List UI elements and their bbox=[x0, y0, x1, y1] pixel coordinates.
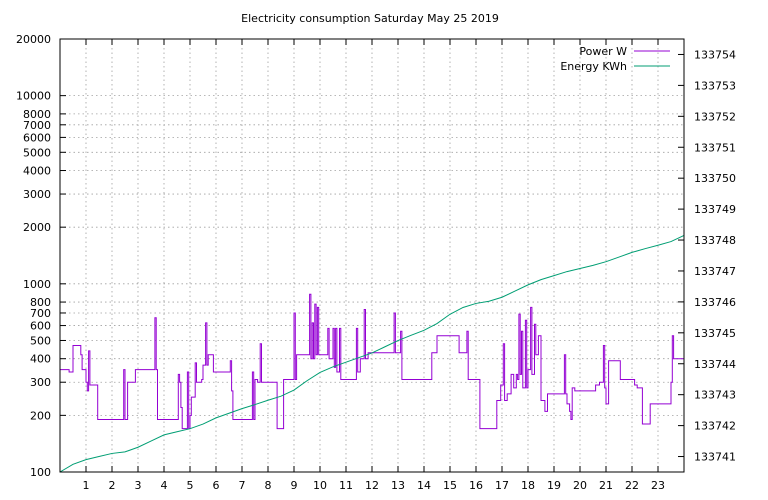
y2-tick-label: 133745 bbox=[694, 327, 736, 340]
y2-tick-label: 133744 bbox=[694, 358, 736, 371]
y2-tick-label: 133751 bbox=[694, 141, 736, 154]
y2-tick-label: 133750 bbox=[694, 172, 736, 185]
x-tick-label: 2 bbox=[109, 479, 116, 492]
y-tick-label: 500 bbox=[30, 334, 51, 347]
y-tick-label: 700 bbox=[30, 307, 51, 320]
x-tick-label: 23 bbox=[651, 479, 665, 492]
x-tick-label: 10 bbox=[313, 479, 327, 492]
y-tick-label: 3000 bbox=[23, 188, 51, 201]
series-line-power-w bbox=[60, 293, 684, 430]
y-tick-label: 600 bbox=[30, 320, 51, 333]
y2-tick-label: 133753 bbox=[694, 79, 736, 92]
y-tick-label: 100 bbox=[30, 466, 51, 479]
y-tick-label: 1000 bbox=[23, 278, 51, 291]
x-tick-label: 14 bbox=[417, 479, 431, 492]
x-tick-label: 8 bbox=[265, 479, 272, 492]
x-tick-label: 22 bbox=[625, 479, 639, 492]
y-tick-label: 800 bbox=[30, 296, 51, 309]
y-tick-label: 400 bbox=[30, 353, 51, 366]
x-tick-label: 3 bbox=[135, 479, 142, 492]
x-tick-label: 12 bbox=[365, 479, 379, 492]
y2-tick-label: 133742 bbox=[694, 420, 736, 433]
x-tick-label: 7 bbox=[239, 479, 246, 492]
y-tick-label: 300 bbox=[30, 376, 51, 389]
x-tick-label: 18 bbox=[521, 479, 535, 492]
y-tick-label: 10000 bbox=[16, 90, 51, 103]
y-tick-label: 8000 bbox=[23, 108, 51, 121]
legend-label-energy-kwh: Energy KWh bbox=[560, 60, 627, 73]
chart-title: Electricity consumption Saturday May 25 … bbox=[241, 12, 499, 25]
x-tick-label: 11 bbox=[339, 479, 353, 492]
x-tick-label: 4 bbox=[161, 479, 168, 492]
x-tick-label: 9 bbox=[291, 479, 298, 492]
y-tick-label: 2000 bbox=[23, 221, 51, 234]
y-tick-label: 200 bbox=[30, 409, 51, 422]
y2-tick-label: 133754 bbox=[694, 48, 736, 61]
y2-tick-label: 133746 bbox=[694, 296, 736, 309]
axes: 1 2 3 4 5 6 7 8 9 10 11 12 13 14 15 16 17 18 19 20 21 22 23100… bbox=[16, 33, 736, 492]
legend: Power W Energy KWh bbox=[560, 45, 670, 73]
y-tick-label: 20000 bbox=[16, 33, 51, 46]
y2-tick-label: 133749 bbox=[694, 203, 736, 216]
series-line-energy-kwh bbox=[59, 234, 685, 473]
x-tick-label: 20 bbox=[573, 479, 587, 492]
x-tick-label: 16 bbox=[469, 479, 483, 492]
x-tick-label: 19 bbox=[547, 479, 561, 492]
x-tick-label: 13 bbox=[391, 479, 405, 492]
y2-tick-label: 133747 bbox=[694, 265, 736, 278]
y2-tick-label: 133741 bbox=[694, 451, 736, 464]
legend-label-power-w: Power W bbox=[579, 45, 627, 58]
x-tick-label: 6 bbox=[213, 479, 220, 492]
y2-tick-label: 133752 bbox=[694, 110, 736, 123]
y-tick-label: 5000 bbox=[23, 146, 51, 159]
y2-tick-label: 133743 bbox=[694, 389, 736, 402]
y2-tick-label: 133748 bbox=[694, 234, 736, 247]
x-tick-label: 5 bbox=[187, 479, 194, 492]
grid bbox=[60, 38, 684, 473]
plot-frame bbox=[59, 38, 685, 473]
x-tick-label: 1 bbox=[83, 479, 90, 492]
x-tick-label: 15 bbox=[443, 479, 457, 492]
y-tick-label: 4000 bbox=[23, 165, 51, 178]
x-tick-label: 17 bbox=[495, 479, 509, 492]
plot-series bbox=[59, 234, 685, 473]
x-tick-label: 21 bbox=[599, 479, 613, 492]
y-tick-label: 7000 bbox=[23, 119, 51, 132]
y-tick-label: 6000 bbox=[23, 131, 51, 144]
